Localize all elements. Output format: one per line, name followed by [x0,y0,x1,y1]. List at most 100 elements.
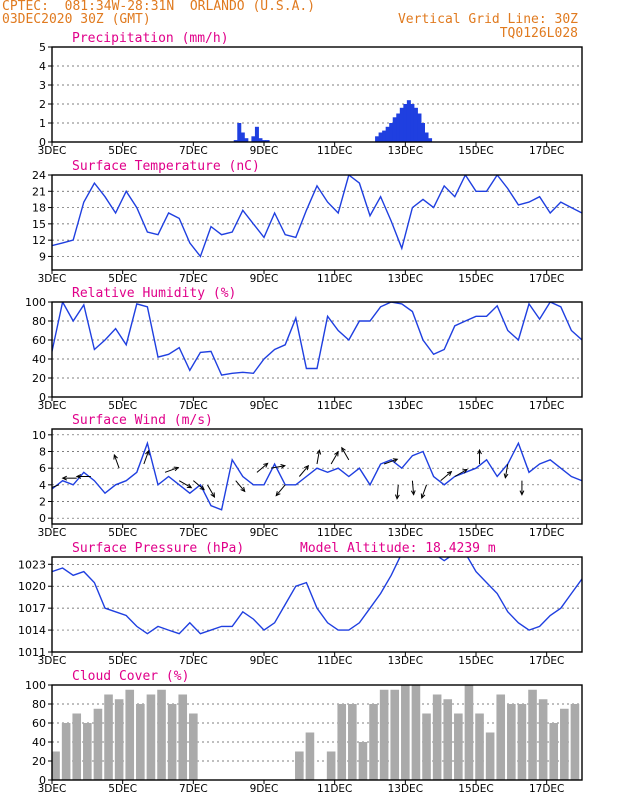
plot-area [52,557,582,635]
y-tick-label: 0 [39,512,46,525]
x-tick-label: 7DEC [179,783,208,795]
wind-arrow-shaft [207,484,215,498]
cloud-bar [146,694,156,780]
x-tick-label: 13DEC [388,783,423,795]
wind-arrow-head [410,490,416,496]
cloud-bar [295,751,304,780]
panel-2: Surface Temperature (nC) 9 12 15 18 21 24 3DEC 5… [32,159,583,285]
y-tick-label: 5 [39,41,46,54]
plot-area [52,175,582,258]
wind-arrow [383,458,399,465]
wind-arrow [178,480,193,489]
cloud-bar [83,723,92,780]
x-tick-label: 7DEC [179,655,208,667]
cloud-bar [167,704,177,780]
y-tick-label: 40 [32,353,46,366]
x-tick-label: 17DEC [529,783,564,795]
precip-bar [413,107,418,142]
precip-bar [265,140,270,142]
wind-arrow-shaft [178,480,192,489]
x-tick-label: 15DEC [458,527,493,539]
wind-arrow-head [75,474,82,479]
wind-arrow [410,480,416,496]
precip-bar [417,113,422,142]
wind-arrow-head [446,470,453,476]
y-tick-label: 4 [39,479,46,492]
wind-arrow-head [519,490,525,496]
cloud-bar [432,694,442,780]
wind-arrow-shaft [143,450,150,465]
x-tick-label: 9DEC [250,527,279,539]
precip-bar [428,138,433,142]
wind-arrow-head [280,464,286,469]
cloud-bar [528,689,537,780]
cloud-bar [507,704,516,780]
y-tick-label: 1017 [18,602,46,615]
x-tick-label: 3DEC [38,145,67,157]
panel-frame [51,556,583,653]
precip-bar [244,138,249,142]
x-tick-label: 7DEC [179,145,208,157]
y-tick-label: 2 [39,98,46,111]
precip-bar [237,123,242,142]
x-tick-label: 17DEC [529,273,564,285]
wind-arrow-shaft [164,467,179,473]
wind-arrow-shaft [235,480,246,492]
wind-arrow-head [462,468,468,474]
cloud-bar [93,708,103,780]
x-tick-label: 11DEC [317,273,352,285]
x-tick-label: 17DEC [529,527,564,539]
wind-arrow-head [275,491,281,497]
wind-arrow [316,449,322,465]
cloud-bar [136,704,145,780]
precip-bar [389,123,394,142]
precip-bar [375,136,380,142]
x-tick-label: 7DEC [179,400,208,412]
wind-arrow-head [503,473,509,479]
panel-subtitle: Model Altitude: 18.4239 m [300,541,496,556]
precip-bar [392,117,397,142]
cloud-bar [454,713,463,780]
wind-arrow [61,475,77,481]
panel-title: Surface Temperature (nC) [72,159,260,174]
wind-arrow-shaft [270,465,285,469]
cloud-bar [379,689,389,780]
wind-arrow [113,453,120,469]
cloud-bar [305,732,315,780]
x-tick-label: 15DEC [458,783,493,795]
wind-arrow [477,448,482,464]
wind-arrow-shaft [298,465,309,477]
wind-arrow-shaft [341,447,350,461]
wind-arrow-head [173,466,180,472]
y-tick-label: 20 [32,372,46,385]
y-tick-label: 24 [32,169,46,182]
precip-bar [424,132,429,142]
panel-5: Surface Pressure (hPa) Model Altitude: 18… [18,541,583,667]
y-tick-label: 2 [39,496,46,509]
wind-arrow-shaft [256,462,268,473]
x-tick-label: 15DEC [458,273,493,285]
y-tick-label: 1014 [18,624,46,637]
y-tick-label: 0 [39,774,46,787]
wind-arrow [256,462,269,473]
header-date: 03DEC2020 30Z (GMT) [2,12,151,27]
x-tick-label: 15DEC [458,145,493,157]
y-tick-label: 21 [32,185,46,198]
wind-arrow-shaft [193,480,205,491]
panel-6: Cloud Cover (%) 0 20 40 60 80 100 3DEC 5DEC 7DEC 9… [25,669,583,795]
x-tick-label: 5DEC [108,273,137,285]
y-tick-label: 15 [32,218,46,231]
precip-bar [399,107,404,142]
x-tick-label: 5DEC [108,655,137,667]
wind-arrow-head [263,462,269,468]
plot-area [233,100,433,142]
plot-area [52,440,582,511]
cloud-bar [560,708,569,780]
cloud-bar [485,732,495,780]
header-grid-note: Vertical Grid Line: 30Z [397,12,578,27]
cloud-bar [114,699,124,780]
cloud-bar [549,723,559,780]
y-tick-label: 1020 [18,580,46,593]
precip-bar [385,126,390,142]
wind-arrow-head [341,446,346,453]
